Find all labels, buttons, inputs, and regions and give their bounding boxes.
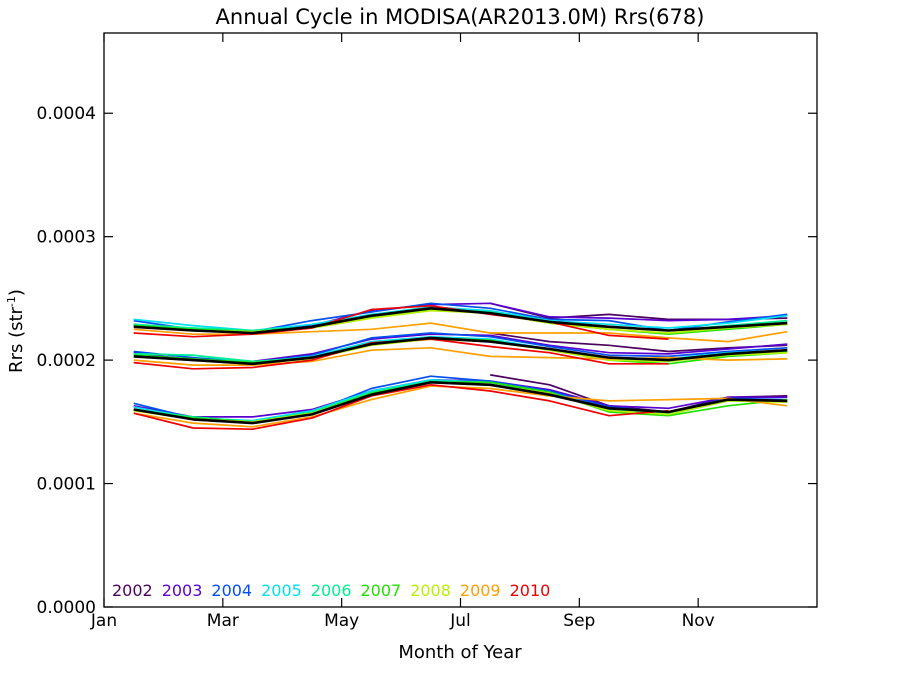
legend-item-2005: 2005 [261,581,302,600]
legend-item-2007: 2007 [361,581,402,600]
series-line-2010-upper [133,304,669,340]
legend-item-2010: 2010 [510,581,551,600]
ticks-layer: 0.0000 0.0001 0.0002 0.0003 0.0004 Jan Mar May J… [37,33,817,631]
series-line-mean-middle [133,336,788,366]
legend-item-2006: 2006 [311,581,352,600]
x-tick-label-5: Nov [682,611,715,631]
x-axis-title: Month of Year [398,642,522,663]
x-tick-label-0: Jan [90,611,117,631]
y-axis-title-exponent: -1 [5,296,18,307]
chart-title: Annual Cycle in MODISA(AR2013.0M) Rrs(67… [216,5,705,29]
legend-item-2009: 2009 [460,581,501,600]
y-axis-title-main: Rrs (str [6,306,27,372]
legend-item-2008: 2008 [410,581,451,600]
y-tick-label-1: 0.0001 [37,475,96,495]
y-axis-title: Rrs (str-1) [5,289,27,373]
legend: 2002 2003 2004 2005 2006 2007 2008 2009 2010 [112,581,550,600]
y-tick-label-4: 0.0004 [37,104,96,124]
legend-item-2004: 2004 [211,581,252,600]
y-tick-label-0: 0.0000 [37,598,96,618]
series-line-2010-lower [133,383,669,431]
y-tick-label-2: 0.0002 [37,351,96,371]
y-axis-title-close: ) [6,289,27,296]
x-tick-label-1: Mar [207,611,239,631]
legend-item-2002: 2002 [112,581,153,600]
series-line-mean-upper [133,307,788,335]
x-tick-label-2: May [324,611,359,631]
series-layer [133,302,788,431]
y-tick-label-3: 0.0003 [37,228,96,248]
x-tick-label-3: Jul [449,611,471,631]
legend-item-2003: 2003 [162,581,203,600]
x-tick-label-4: Sep [563,611,595,631]
series-line-2005-lower [133,379,788,422]
series-line-mean-lower [133,381,788,425]
